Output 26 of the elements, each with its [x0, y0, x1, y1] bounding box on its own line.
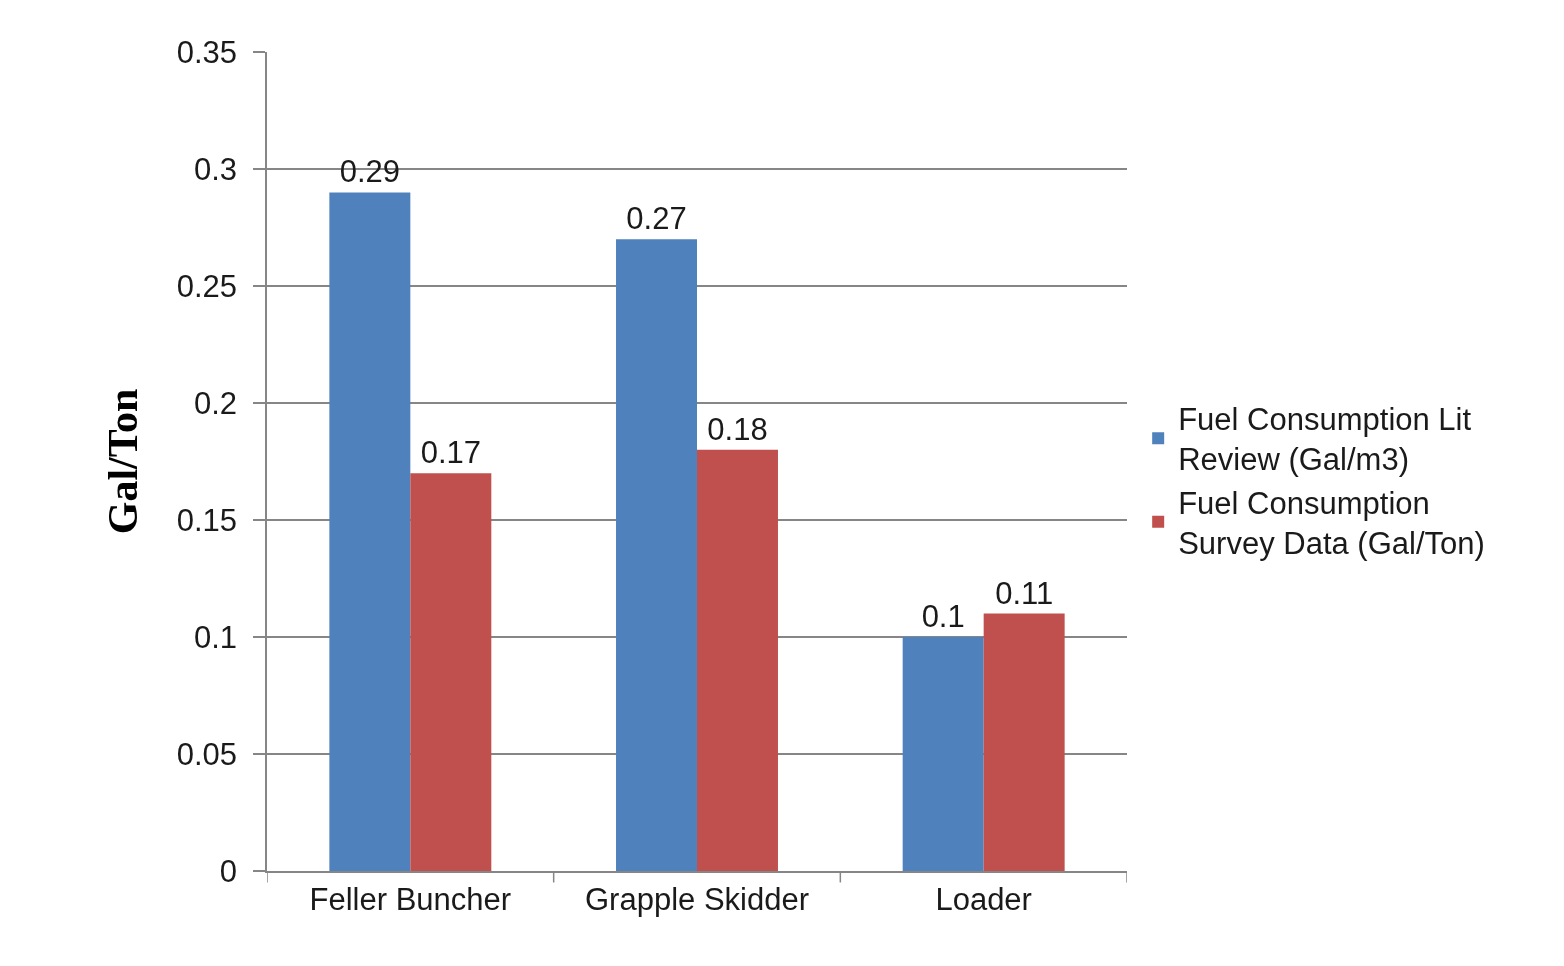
x-tick-label: Feller Buncher [309, 881, 512, 917]
bar [983, 613, 1065, 871]
data-label: 0.29 [339, 154, 401, 190]
data-label: 0.27 [626, 201, 687, 237]
y-axis-title: Gal/Ton [100, 388, 147, 535]
bar [410, 473, 492, 871]
y-tick-label: 0.25 [176, 268, 238, 304]
y-tick-label: 0.35 [176, 34, 238, 70]
legend-label: Fuel Consumption Lit Review (Gal/m3) [1178, 402, 1472, 478]
y-tick-label: 0.1 [193, 619, 238, 655]
y-tick-label: 0.15 [176, 502, 238, 538]
bar [616, 239, 697, 871]
x-tick-label: Loader [935, 881, 1032, 917]
y-tick-label: 0.2 [193, 385, 238, 421]
bar [902, 637, 984, 871]
data-label: 0.11 [995, 575, 1054, 611]
y-tick-label: 0.05 [176, 736, 238, 772]
data-label: 0.17 [420, 435, 481, 471]
y-tick-label: 0.3 [193, 151, 238, 187]
legend-label: Fuel Consumption Survey Data (Gal/Ton) [1178, 485, 1485, 561]
data-label: 0.1 [921, 599, 965, 634]
x-tick-label: Grapple Skidder [584, 881, 810, 917]
bar [329, 192, 411, 871]
data-label: 0.18 [707, 411, 768, 447]
bar [697, 449, 778, 871]
y-tick-label: 0 [219, 853, 238, 889]
